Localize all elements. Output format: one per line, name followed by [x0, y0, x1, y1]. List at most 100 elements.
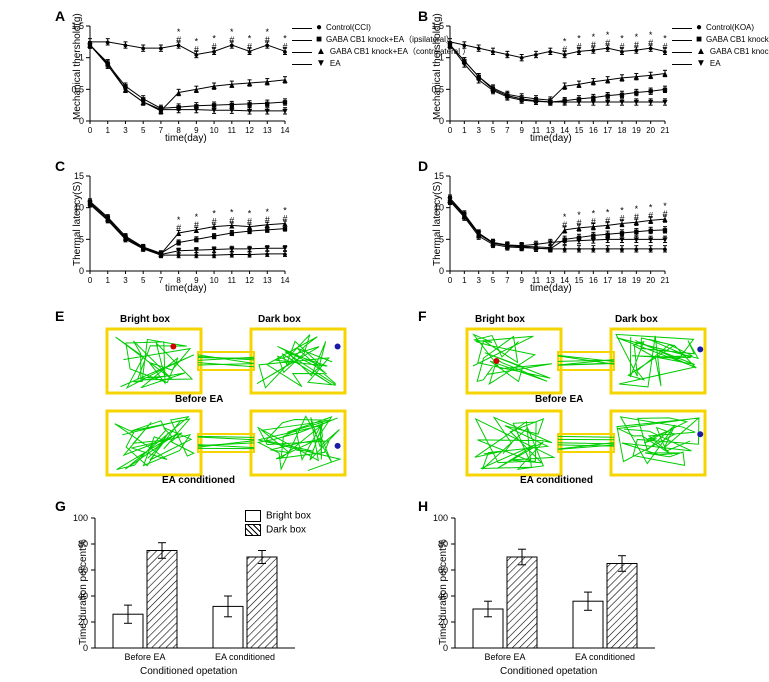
- svg-text:3: 3: [123, 276, 128, 285]
- svg-text:5: 5: [141, 276, 146, 285]
- svg-text:#: #: [229, 215, 234, 225]
- svg-text:12: 12: [245, 126, 254, 135]
- legend-text: EA: [330, 58, 341, 70]
- bar-legend-dark: Dark box: [266, 525, 306, 536]
- svg-text:Before EA: Before EA: [484, 652, 525, 662]
- svg-text:9: 9: [519, 276, 524, 285]
- dark-label-F: Dark box: [615, 314, 658, 325]
- svg-text:14: 14: [281, 276, 290, 285]
- svg-text:#: #: [176, 223, 181, 233]
- svg-text:#: #: [576, 41, 581, 51]
- svg-text:0: 0: [88, 276, 93, 285]
- svg-text:EA conditioned: EA conditioned: [215, 652, 275, 662]
- legend-item: ●Control(KOA): [672, 22, 769, 34]
- svg-text:10: 10: [210, 126, 219, 135]
- figure-svg: 00.511.501357891011121314●●●●●●●●●●●●■■■…: [0, 0, 769, 682]
- svg-text:#: #: [265, 35, 270, 45]
- svg-text:19: 19: [632, 276, 641, 285]
- legend-item: ▼EA: [292, 58, 470, 70]
- svg-text:20: 20: [646, 126, 655, 135]
- svg-text:#: #: [591, 40, 596, 50]
- xlabel-D: time(day): [530, 283, 572, 294]
- svg-text:18: 18: [618, 276, 627, 285]
- bar-legend: Bright box Dark box: [245, 510, 311, 536]
- svg-text:1: 1: [462, 276, 467, 285]
- bar-legend-bright: Bright box: [266, 511, 311, 522]
- ylabel-G: Time duration percent%: [78, 539, 89, 645]
- xlabel-G: Conditioned opetation: [140, 666, 237, 677]
- svg-text:#: #: [282, 214, 287, 224]
- legend-text: Control(KOA): [706, 22, 754, 34]
- svg-text:#: #: [265, 215, 270, 225]
- svg-text:10: 10: [210, 276, 219, 285]
- legend-item: ■GABA CB1 knock+EA（ipsilateral）: [292, 34, 470, 46]
- svg-text:#: #: [562, 220, 567, 230]
- svg-text:17: 17: [603, 276, 612, 285]
- svg-text:#: #: [212, 41, 217, 51]
- svg-text:#: #: [605, 215, 610, 225]
- svg-text:#: #: [562, 45, 567, 55]
- svg-text:5: 5: [141, 126, 146, 135]
- svg-text:#: #: [605, 38, 610, 48]
- xlabel-C: time(day): [165, 283, 207, 294]
- svg-text:0: 0: [448, 126, 453, 135]
- legend-item: ▲GABA CB1 knock+EA（contralateral ）: [292, 46, 470, 58]
- svg-text:EA conditioned: EA conditioned: [575, 652, 635, 662]
- svg-text:12: 12: [245, 276, 254, 285]
- svg-text:#: #: [194, 220, 199, 230]
- ylabel-C: Thermal latency(S): [72, 182, 83, 266]
- svg-text:#: #: [619, 214, 624, 224]
- svg-text:#: #: [591, 217, 596, 227]
- svg-text:Before EA: Before EA: [124, 652, 165, 662]
- svg-text:#: #: [247, 41, 252, 51]
- xlabel-B: time(day): [530, 133, 572, 144]
- legend-text: GABA CB1 knock+EA（contralateral ）: [330, 46, 470, 58]
- svg-text:100: 100: [73, 513, 88, 523]
- svg-text:21: 21: [661, 126, 670, 135]
- svg-text:7: 7: [159, 126, 164, 135]
- svg-text:16: 16: [589, 126, 598, 135]
- svg-text:0: 0: [79, 266, 84, 276]
- legend-text: Control(CCI): [326, 22, 371, 34]
- svg-text:7: 7: [505, 126, 510, 135]
- svg-text:3: 3: [476, 276, 481, 285]
- svg-text:17: 17: [603, 126, 612, 135]
- legend-text: GABA CB1 knock+EA（ipsilateral): [706, 34, 769, 46]
- xlabel-A: time(day): [165, 133, 207, 144]
- svg-text:13: 13: [263, 126, 272, 135]
- legend-item: ▲GABA CB1 knock+EA（contralateral): [672, 46, 769, 58]
- svg-text:7: 7: [505, 276, 510, 285]
- svg-text:18: 18: [618, 126, 627, 135]
- svg-text:15: 15: [575, 276, 584, 285]
- svg-text:15: 15: [575, 126, 584, 135]
- svg-text:1: 1: [462, 126, 467, 135]
- svg-text:3: 3: [123, 126, 128, 135]
- svg-text:0: 0: [439, 266, 444, 276]
- svg-text:14: 14: [281, 126, 290, 135]
- svg-text:13: 13: [263, 276, 272, 285]
- before-label-E: Before EA: [175, 394, 223, 405]
- svg-text:20: 20: [646, 276, 655, 285]
- legend-A: ●Control(CCI)■GABA CB1 knock+EA（ipsilate…: [292, 22, 470, 70]
- after-label-F: EA conditioned: [520, 475, 593, 486]
- ylabel-H: Time duration percent%: [438, 539, 449, 645]
- svg-text:#: #: [576, 218, 581, 228]
- svg-text:15: 15: [434, 171, 444, 181]
- svg-text:11: 11: [228, 126, 237, 135]
- legend-item: ■GABA CB1 knock+EA（ipsilateral): [672, 34, 769, 46]
- legend-B: ●Control(KOA)■GABA CB1 knock+EA（ipsilate…: [672, 22, 769, 70]
- svg-text:11: 11: [228, 276, 237, 285]
- ylabel-A: Mechanical thershold(g): [72, 13, 83, 120]
- svg-text:0: 0: [88, 126, 93, 135]
- svg-text:#: #: [634, 212, 639, 222]
- svg-text:15: 15: [74, 171, 84, 181]
- svg-text:0: 0: [448, 276, 453, 285]
- svg-text:#: #: [194, 45, 199, 55]
- legend-item: ▼EA: [672, 58, 769, 70]
- svg-text:#: #: [648, 38, 653, 48]
- svg-text:21: 21: [661, 276, 670, 285]
- svg-text:#: #: [282, 41, 287, 51]
- svg-text:1: 1: [106, 276, 111, 285]
- legend-text: EA: [710, 58, 721, 70]
- svg-text:#: #: [634, 40, 639, 50]
